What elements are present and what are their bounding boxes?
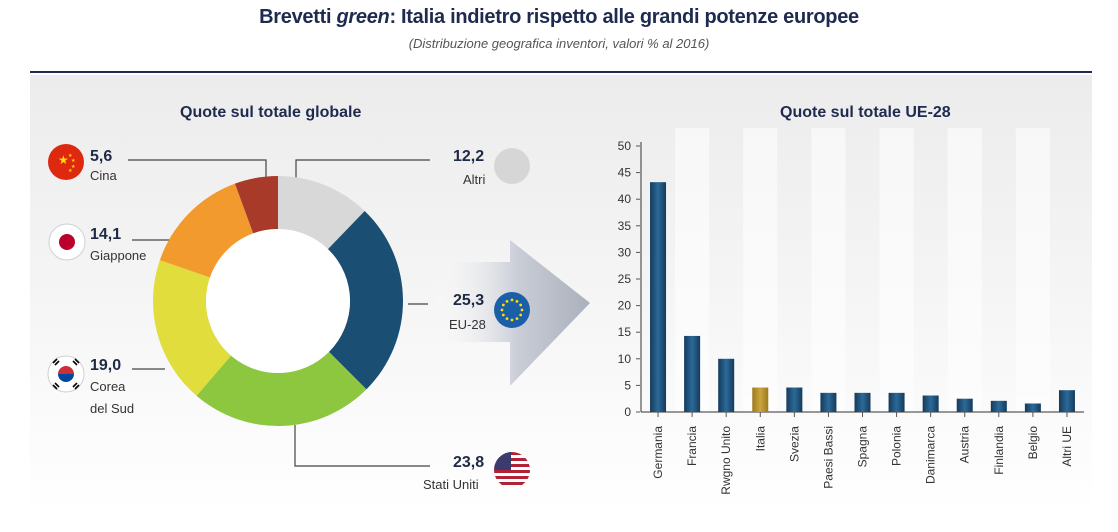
page-title: Brevetti green: Italia indietro rispetto… (259, 6, 859, 28)
corea-label-line2: del Sud (90, 401, 135, 416)
y-tick-label: 20 (618, 299, 632, 313)
y-tick-label: 5 (624, 378, 631, 392)
cina-label: Cina (90, 168, 117, 183)
svg-text:★: ★ (68, 168, 73, 174)
eu-star (501, 313, 505, 317)
eu-flag-icon (494, 292, 530, 328)
bar-chart-title: Quote sul totale UE-28 (780, 104, 951, 121)
corea-value: 19,0 (90, 357, 122, 374)
bar-polonia (888, 392, 905, 412)
y-tick-label: 35 (618, 219, 632, 233)
donut-chart (152, 176, 403, 426)
usa-label: Stati Uniti (423, 477, 479, 492)
bar-austria (956, 398, 973, 412)
bar-finlandia (990, 400, 1007, 412)
donut-slice-cina (234, 176, 278, 234)
eu-star (510, 318, 514, 322)
x-tick-label-austria: Austria (958, 426, 972, 464)
x-tick-label-francia: Francia (685, 426, 699, 466)
donut-slice-giappone (159, 183, 254, 278)
page-subtitle: (Distribuzione geografica inventori, val… (408, 36, 710, 51)
bar-germania (650, 182, 667, 412)
donut-slice-corea-del-sud (152, 260, 232, 396)
eu-star (500, 308, 504, 312)
x-tick-label-germania: Germania (651, 426, 665, 479)
x-tick-label-paesi-bassi: Paesi Bassi (821, 426, 835, 489)
svg-text:★: ★ (68, 153, 73, 159)
y-tick-label: 40 (618, 192, 632, 206)
eu-star (501, 303, 505, 307)
bar-paesi-bassi (820, 392, 837, 412)
eu-star (515, 317, 519, 321)
y-tick-label: 50 (618, 139, 632, 153)
japan-flag-icon (48, 223, 86, 261)
column-band (947, 128, 982, 412)
column-band (879, 128, 914, 412)
bar-belgio (1024, 403, 1041, 412)
header-divider (30, 71, 1092, 73)
bar-spagna (854, 392, 871, 412)
eu-value: 25,3 (453, 292, 485, 309)
x-tick-label-svezia: Svezia (787, 426, 801, 462)
bar-italia (752, 387, 769, 412)
donut-slice-eu-28 (327, 210, 403, 390)
y-tick-label: 15 (618, 325, 632, 339)
svg-text:★: ★ (58, 153, 69, 167)
bar-altri-ue (1058, 390, 1075, 412)
svg-text:★: ★ (71, 164, 76, 170)
corea-label-line1: Corea (90, 379, 126, 394)
svg-text:★: ★ (71, 158, 76, 164)
y-tick-label: 0 (624, 405, 631, 419)
bar-danimarca (922, 395, 939, 412)
x-tick-label-finlandia: Finlandia (992, 426, 1006, 475)
donut-slice-stati-uniti (196, 351, 367, 426)
eu-star (510, 298, 514, 302)
column-band (743, 128, 778, 412)
y-tick-label: 25 (618, 272, 632, 286)
column-band (811, 128, 846, 412)
usa-flag-icon (494, 452, 530, 488)
donut-hole (206, 229, 350, 373)
giappone-value: 14,1 (90, 226, 122, 243)
y-tick-label: 45 (618, 166, 632, 180)
bar-rwgno-unito (718, 358, 735, 412)
bar-svezia (786, 387, 803, 412)
eu-star (505, 317, 509, 321)
x-tick-label-rwgno-unito: Rwgno Unito (719, 426, 733, 495)
donut-chart-title: Quote sul totale globale (180, 104, 362, 121)
usa-value: 23,8 (453, 454, 485, 471)
eu-star (519, 313, 523, 317)
china-flag-icon: ★ ★ ★ ★ ★ (48, 144, 84, 180)
donut-slice-altri (278, 176, 365, 250)
x-tick-label-polonia: Polonia (890, 426, 904, 466)
eu-star (520, 308, 524, 312)
x-tick-label-altri-ue: Altri UE (1060, 426, 1074, 467)
cina-value: 5,6 (90, 148, 113, 165)
eu-label: EU-28 (449, 317, 486, 332)
altri-value: 12,2 (453, 148, 485, 165)
eu-star (515, 299, 519, 303)
korea-flag-icon (47, 355, 85, 393)
x-tick-label-spagna: Spagna (856, 426, 870, 468)
x-tick-label-belgio: Belgio (1026, 426, 1040, 460)
y-tick-label: 10 (618, 352, 632, 366)
eu-star (505, 299, 509, 303)
giappone-label: Giappone (90, 248, 147, 263)
x-tick-label-italia: Italia (753, 426, 767, 452)
bar-chart: 0 5 10 15 20 25 30 35 40 45 50 Germania Francia Rwgno… (618, 128, 1084, 495)
bar-francia (684, 335, 701, 412)
x-tick-label-danimarca: Danimarca (924, 426, 938, 484)
y-tick-label: 30 (618, 245, 632, 259)
eu-star (519, 303, 523, 307)
altri-circle-icon (494, 148, 530, 184)
altri-label: Altri (463, 172, 486, 187)
column-band (1015, 128, 1050, 412)
